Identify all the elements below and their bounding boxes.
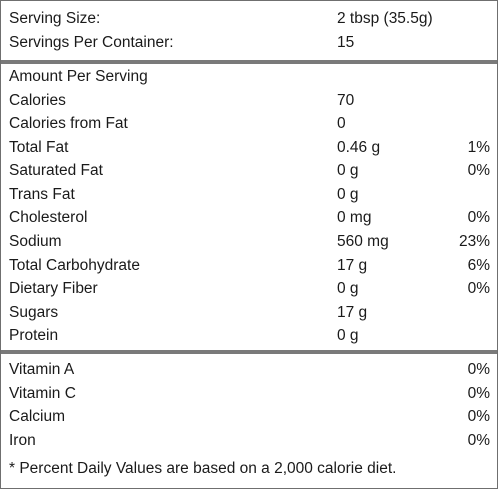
nutrient-amount: 17 g: [337, 257, 368, 274]
nutrient-row: Dietary Fiber 0 g 0%: [1, 277, 497, 300]
nutrient-amount: 0 g: [337, 186, 359, 203]
vitamin-daily-value: 0%: [467, 432, 490, 449]
nutrient-amount: 560 mg: [337, 233, 389, 250]
nutrient-name: Trans Fat: [9, 186, 75, 203]
vitamin-daily-value: 0%: [467, 385, 490, 402]
nutrient-row: Calories 70: [1, 89, 497, 112]
serving-size-label: Serving Size:: [9, 10, 101, 27]
nutrient-daily-value: 0%: [467, 209, 490, 226]
nutrient-daily-value: 0%: [467, 280, 490, 297]
nutrient-name: Dietary Fiber: [9, 280, 98, 297]
nutrient-daily-value: 23%: [458, 233, 490, 250]
section-divider: [1, 350, 497, 354]
servings-per-container-label: Servings Per Container:: [9, 34, 174, 51]
nutrient-row: Calories from Fat 0: [1, 112, 497, 135]
nutrient-row: Sugars 17 g: [1, 301, 497, 324]
vitamin-row: Vitamin A 0%: [1, 358, 497, 381]
nutrient-row: Total Carbohydrate 17 g 6%: [1, 254, 497, 277]
vitamin-daily-value: 0%: [467, 361, 490, 378]
vitamin-name: Vitamin C: [9, 385, 76, 402]
amount-per-serving-label: Amount Per Serving: [9, 68, 148, 85]
vitamin-name: Vitamin A: [9, 361, 75, 378]
nutrient-amount: 0.46 g: [337, 139, 381, 156]
vitamin-name: Iron: [9, 432, 36, 449]
nutrient-name: Protein: [9, 327, 59, 344]
nutrient-amount: 0 g: [337, 327, 359, 344]
nutrient-name: Total Fat: [9, 139, 69, 156]
nutrient-name: Saturated Fat: [9, 162, 103, 179]
vitamin-row: Calcium 0%: [1, 405, 497, 428]
nutrient-row: Cholesterol 0 mg 0%: [1, 206, 497, 229]
serving-size-row: Serving Size: 2 tbsp (35.5g): [1, 7, 497, 30]
nutrient-name: Calories from Fat: [9, 115, 128, 132]
nutrient-row: Total Fat 0.46 g 1%: [1, 136, 497, 159]
nutrient-daily-value: 0%: [467, 162, 490, 179]
nutrient-amount: 0 mg: [337, 209, 372, 226]
footnote-row: * Percent Daily Values are based on a 2,…: [1, 457, 497, 480]
nutrient-name: Sugars: [9, 304, 59, 321]
vitamin-name: Calcium: [9, 408, 65, 425]
nutrient-amount: 0: [337, 115, 346, 132]
vitamin-daily-value: 0%: [467, 408, 490, 425]
nutrient-row: Trans Fat 0 g: [1, 183, 497, 206]
servings-per-container-value: 15: [337, 34, 355, 51]
daily-value-footnote: * Percent Daily Values are based on a 2,…: [9, 460, 397, 477]
nutrient-daily-value: 6%: [467, 257, 490, 274]
nutrient-row: Saturated Fat 0 g 0%: [1, 159, 497, 182]
serving-size-value: 2 tbsp (35.5g): [337, 10, 433, 27]
vitamin-row: Vitamin C 0%: [1, 382, 497, 405]
nutrient-name: Sodium: [9, 233, 62, 250]
nutrient-row: Protein 0 g: [1, 324, 497, 347]
vitamin-row: Iron 0%: [1, 429, 497, 452]
servings-per-container-row: Servings Per Container: 15: [1, 31, 497, 54]
nutrient-amount: 0 g: [337, 280, 359, 297]
amount-per-serving-heading: Amount Per Serving: [1, 65, 497, 88]
nutrient-name: Cholesterol: [9, 209, 88, 226]
nutrient-name: Total Carbohydrate: [9, 257, 140, 274]
nutrient-amount: 0 g: [337, 162, 359, 179]
nutrient-amount: 70: [337, 92, 355, 109]
nutrient-daily-value: 1%: [467, 139, 490, 156]
section-divider: [1, 60, 497, 64]
nutrient-row: Sodium 560 mg 23%: [1, 230, 497, 253]
nutrient-amount: 17 g: [337, 304, 368, 321]
nutrient-name: Calories: [9, 92, 66, 109]
